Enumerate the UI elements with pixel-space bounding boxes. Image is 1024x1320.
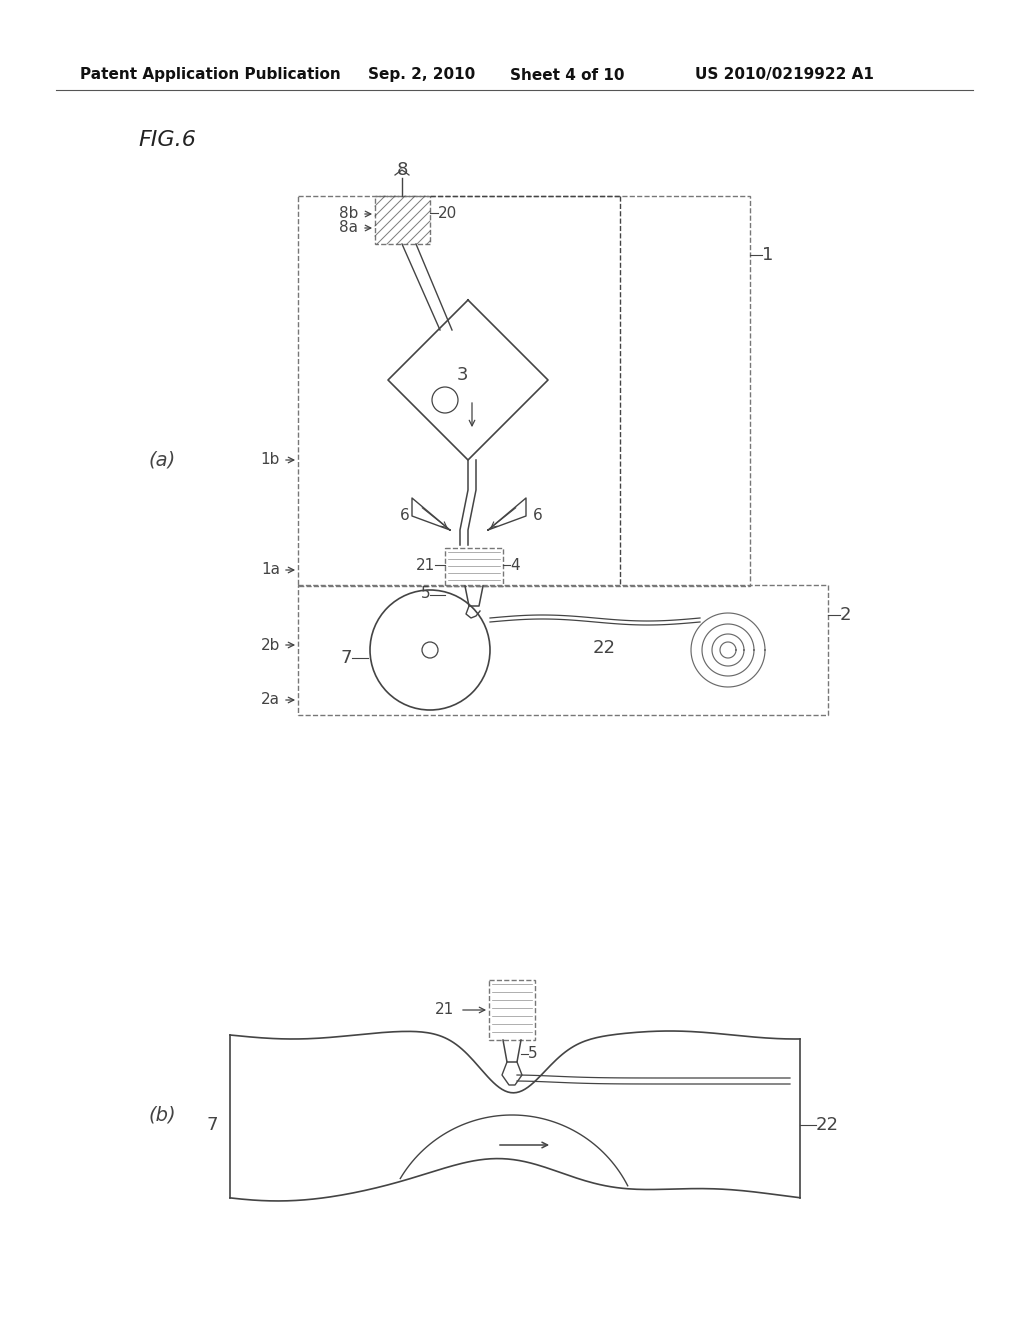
Text: (b): (b) xyxy=(148,1106,176,1125)
Text: 1a: 1a xyxy=(261,562,280,578)
Text: Patent Application Publication: Patent Application Publication xyxy=(80,67,341,82)
Text: 2: 2 xyxy=(840,606,852,624)
Text: 2b: 2b xyxy=(261,638,280,652)
Bar xyxy=(375,195,430,244)
Text: 3: 3 xyxy=(457,366,468,384)
Text: 4: 4 xyxy=(510,557,519,573)
Bar xyxy=(298,585,828,715)
Text: 6: 6 xyxy=(534,507,543,523)
Text: 2a: 2a xyxy=(261,693,280,708)
Bar xyxy=(489,979,535,1040)
Text: 22: 22 xyxy=(593,639,616,657)
Text: 1: 1 xyxy=(762,246,773,264)
Text: 21: 21 xyxy=(416,557,435,573)
Text: 1b: 1b xyxy=(261,453,280,467)
Text: 7: 7 xyxy=(207,1115,218,1134)
Text: 8: 8 xyxy=(396,161,408,180)
Text: 8a: 8a xyxy=(339,220,358,235)
Text: (a): (a) xyxy=(148,450,175,470)
Text: 8b: 8b xyxy=(339,206,358,222)
Bar xyxy=(445,548,503,586)
Text: 7: 7 xyxy=(341,649,352,667)
Text: US 2010/0219922 A1: US 2010/0219922 A1 xyxy=(695,67,873,82)
Text: 21: 21 xyxy=(435,1002,454,1018)
Text: 5: 5 xyxy=(528,1047,538,1061)
Bar xyxy=(298,195,750,586)
Text: Sheet 4 of 10: Sheet 4 of 10 xyxy=(510,67,625,82)
Text: FIG.6: FIG.6 xyxy=(138,129,196,150)
Text: 6: 6 xyxy=(400,507,410,523)
Text: 5: 5 xyxy=(421,586,430,601)
Text: 20: 20 xyxy=(438,206,458,220)
Text: Sep. 2, 2010: Sep. 2, 2010 xyxy=(368,67,475,82)
Text: 22: 22 xyxy=(816,1115,839,1134)
